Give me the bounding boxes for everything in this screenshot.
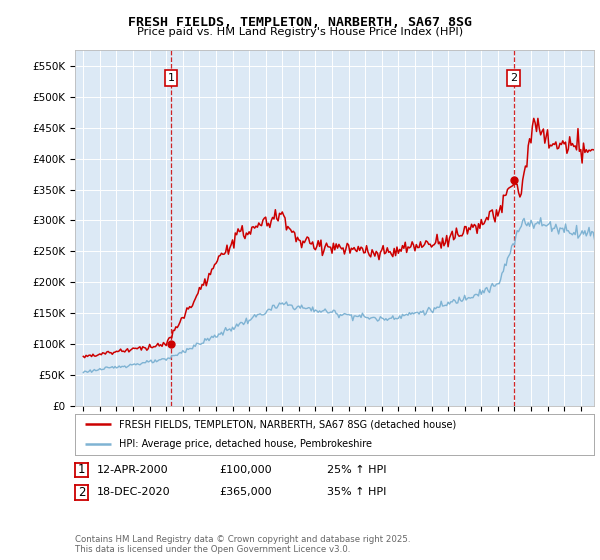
Text: FRESH FIELDS, TEMPLETON, NARBERTH, SA67 8SG: FRESH FIELDS, TEMPLETON, NARBERTH, SA67 … — [128, 16, 472, 29]
Text: 35% ↑ HPI: 35% ↑ HPI — [327, 487, 386, 497]
Text: 18-DEC-2020: 18-DEC-2020 — [97, 487, 171, 497]
Text: HPI: Average price, detached house, Pembrokeshire: HPI: Average price, detached house, Pemb… — [119, 439, 372, 449]
Text: 1: 1 — [78, 463, 85, 477]
Text: £365,000: £365,000 — [219, 487, 272, 497]
Text: 1: 1 — [167, 73, 175, 83]
Text: 2: 2 — [78, 486, 85, 499]
Text: £100,000: £100,000 — [219, 465, 272, 475]
Text: Price paid vs. HM Land Registry's House Price Index (HPI): Price paid vs. HM Land Registry's House … — [137, 27, 463, 37]
Text: 25% ↑ HPI: 25% ↑ HPI — [327, 465, 386, 475]
Text: Contains HM Land Registry data © Crown copyright and database right 2025.
This d: Contains HM Land Registry data © Crown c… — [75, 535, 410, 554]
Text: 12-APR-2000: 12-APR-2000 — [97, 465, 169, 475]
Text: 2: 2 — [510, 73, 517, 83]
Text: FRESH FIELDS, TEMPLETON, NARBERTH, SA67 8SG (detached house): FRESH FIELDS, TEMPLETON, NARBERTH, SA67 … — [119, 419, 457, 430]
